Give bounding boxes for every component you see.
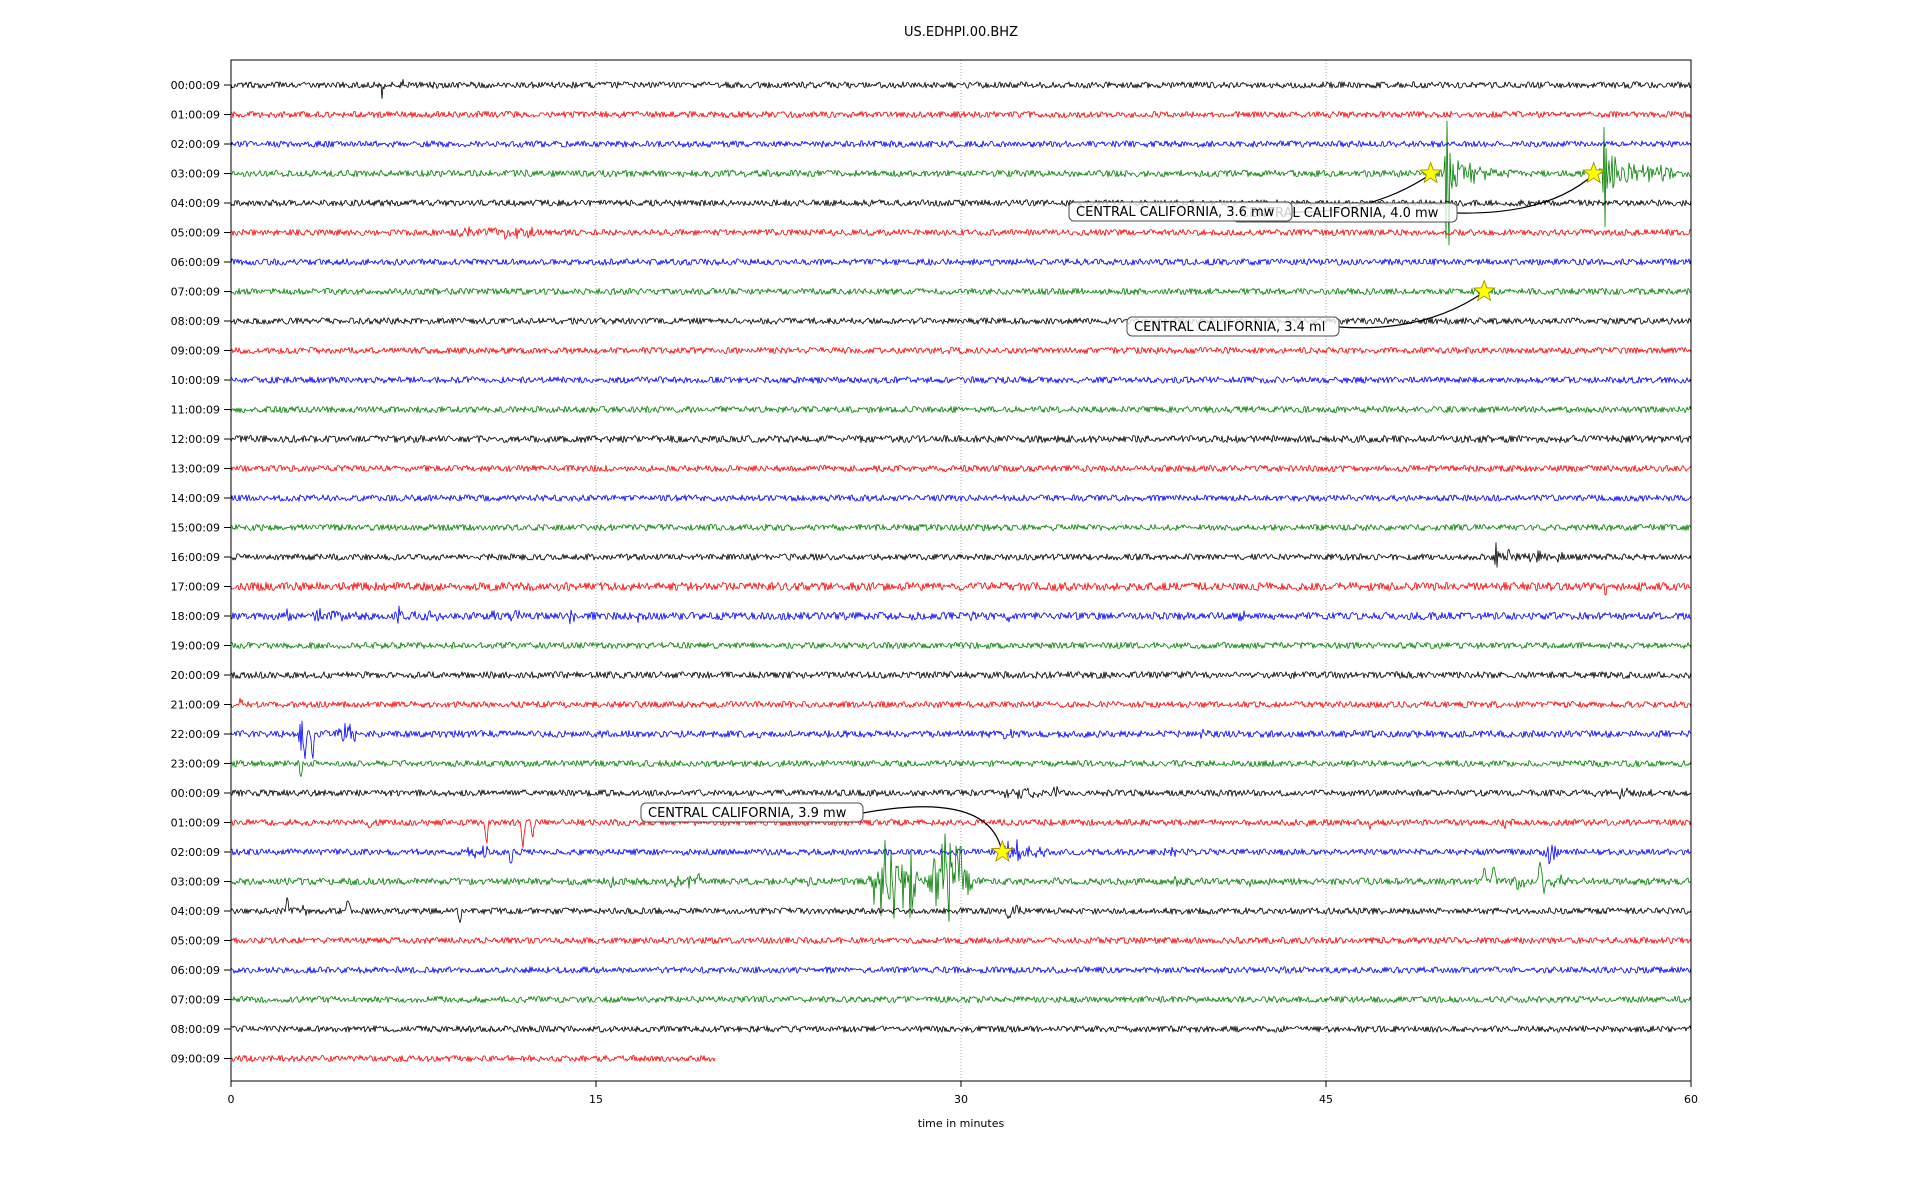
y-tick-label: 02:00:09	[171, 846, 220, 859]
annotation-3: CENTRAL CALIFORNIA, 3.9 mw	[640, 802, 864, 823]
y-tick-label: 23:00:09	[171, 758, 220, 771]
annotation-label: CENTRAL CALIFORNIA, 3.9 mw	[648, 806, 847, 821]
y-tick-label: 05:00:09	[171, 935, 220, 948]
y-tick-label: 07:00:09	[171, 994, 220, 1007]
gridlines	[595, 60, 1327, 1081]
plot-title: US.EDHPI.00.BHZ	[904, 25, 1018, 40]
y-tick-label: 06:00:09	[171, 964, 220, 977]
y-tick-label: 10:00:09	[171, 374, 220, 387]
event-star-2	[1472, 279, 1496, 302]
y-tick-label: 01:00:09	[171, 817, 220, 830]
annotation-0: CENTRAL CALIFORNIA, 3.6 mw	[1068, 201, 1293, 222]
y-axis-time-labels: 00:00:09 01:00:09 02:00:09 03:00:09 04:00:09…	[171, 79, 231, 1066]
waveform-traces	[230, 79, 1692, 1063]
trace-row-30	[230, 966, 1692, 974]
leader-line-2	[1338, 291, 1485, 329]
y-tick-label: 01:00:09	[171, 109, 220, 122]
trace-row-16	[230, 542, 1692, 568]
y-tick-label: 11:00:09	[171, 404, 220, 417]
x-axis-ticks: 0 15 30 45 60	[228, 1081, 1698, 1106]
y-tick-label: 08:00:09	[171, 1023, 220, 1036]
leader-line-1	[1456, 173, 1595, 214]
trace-row-1	[230, 110, 1692, 119]
trace-row-0	[230, 79, 1692, 99]
trace-row-25	[230, 818, 1692, 848]
event-star-1	[1582, 161, 1606, 184]
y-tick-label: 07:00:09	[171, 286, 220, 299]
x-tick-label: 15	[589, 1093, 603, 1106]
trace-row-24	[230, 786, 1692, 800]
annotation-box	[1126, 316, 1340, 337]
trace-row-11	[230, 405, 1692, 414]
trace-row-15	[230, 523, 1692, 532]
trace-row-10	[230, 376, 1692, 384]
event-star-markers	[990, 161, 1606, 862]
y-tick-label: 05:00:09	[171, 227, 220, 240]
trace-row-3	[230, 120, 1692, 246]
y-tick-label: 00:00:09	[171, 79, 220, 92]
trace-row-14	[230, 494, 1692, 502]
y-tick-label: 15:00:09	[171, 522, 220, 535]
y-tick-label: 06:00:09	[171, 256, 220, 269]
y-tick-label: 09:00:09	[171, 1053, 220, 1066]
x-tick-label: 45	[1319, 1093, 1333, 1106]
trace-row-22	[230, 720, 1692, 760]
annotation-2: CENTRAL CALIFORNIA, 3.4 ml	[1126, 316, 1340, 337]
trace-row-6	[230, 258, 1692, 266]
annotation-label: CENTRAL CALIFORNIA, 3.4 ml	[1134, 320, 1325, 335]
y-tick-label: 14:00:09	[171, 492, 220, 505]
y-tick-label: 16:00:09	[171, 551, 220, 564]
trace-row-33	[230, 1054, 716, 1063]
x-axis-label: time in minutes	[918, 1117, 1005, 1130]
trace-row-12	[230, 434, 1692, 444]
trace-row-9	[230, 346, 1692, 355]
y-tick-label: 17:00:09	[171, 581, 220, 594]
y-tick-label: 03:00:09	[171, 876, 220, 889]
trace-row-19	[230, 641, 1692, 650]
trace-row-17	[230, 581, 1691, 596]
trace-row-29	[230, 936, 1692, 945]
y-tick-label: 00:00:09	[171, 787, 220, 800]
y-tick-label: 08:00:09	[171, 315, 220, 328]
trace-row-31	[230, 995, 1692, 1004]
annotation-box	[1068, 201, 1293, 222]
trace-row-21	[230, 697, 1692, 709]
x-tick-label: 30	[954, 1093, 968, 1106]
y-tick-label: 04:00:09	[171, 905, 220, 918]
y-tick-label: 21:00:09	[171, 699, 220, 712]
y-tick-label: 03:00:09	[171, 168, 220, 181]
trace-row-8	[230, 317, 1692, 325]
y-tick-label: 19:00:09	[171, 640, 220, 653]
y-tick-label: 02:00:09	[171, 138, 220, 151]
y-tick-label: 20:00:09	[171, 669, 220, 682]
y-tick-label: 18:00:09	[171, 610, 220, 623]
trace-row-27	[230, 833, 1692, 922]
trace-row-4	[230, 199, 1692, 207]
annotation-label: CENTRAL CALIFORNIA, 3.6 mw	[1076, 205, 1275, 220]
event-star-0	[1419, 161, 1443, 184]
y-tick-label: 22:00:09	[171, 728, 220, 741]
y-tick-label: 04:00:09	[171, 197, 220, 210]
y-tick-label: 13:00:09	[171, 463, 220, 476]
trace-row-13	[230, 464, 1692, 473]
annotation-box	[640, 802, 864, 823]
x-tick-label: 60	[1684, 1093, 1698, 1106]
x-tick-label: 0	[228, 1093, 235, 1106]
trace-row-18	[230, 605, 1692, 625]
trace-row-28	[230, 897, 1692, 923]
y-tick-label: 09:00:09	[171, 345, 220, 358]
trace-row-32	[230, 1025, 1692, 1033]
y-tick-label: 12:00:09	[171, 433, 220, 446]
trace-row-7	[230, 287, 1692, 296]
trace-row-20	[230, 671, 1692, 679]
event-star-3	[990, 839, 1014, 862]
trace-row-5	[230, 226, 1692, 240]
trace-row-23	[230, 759, 1692, 777]
annotation-leader-lines	[862, 173, 1595, 853]
leader-line-3	[862, 806, 1003, 853]
